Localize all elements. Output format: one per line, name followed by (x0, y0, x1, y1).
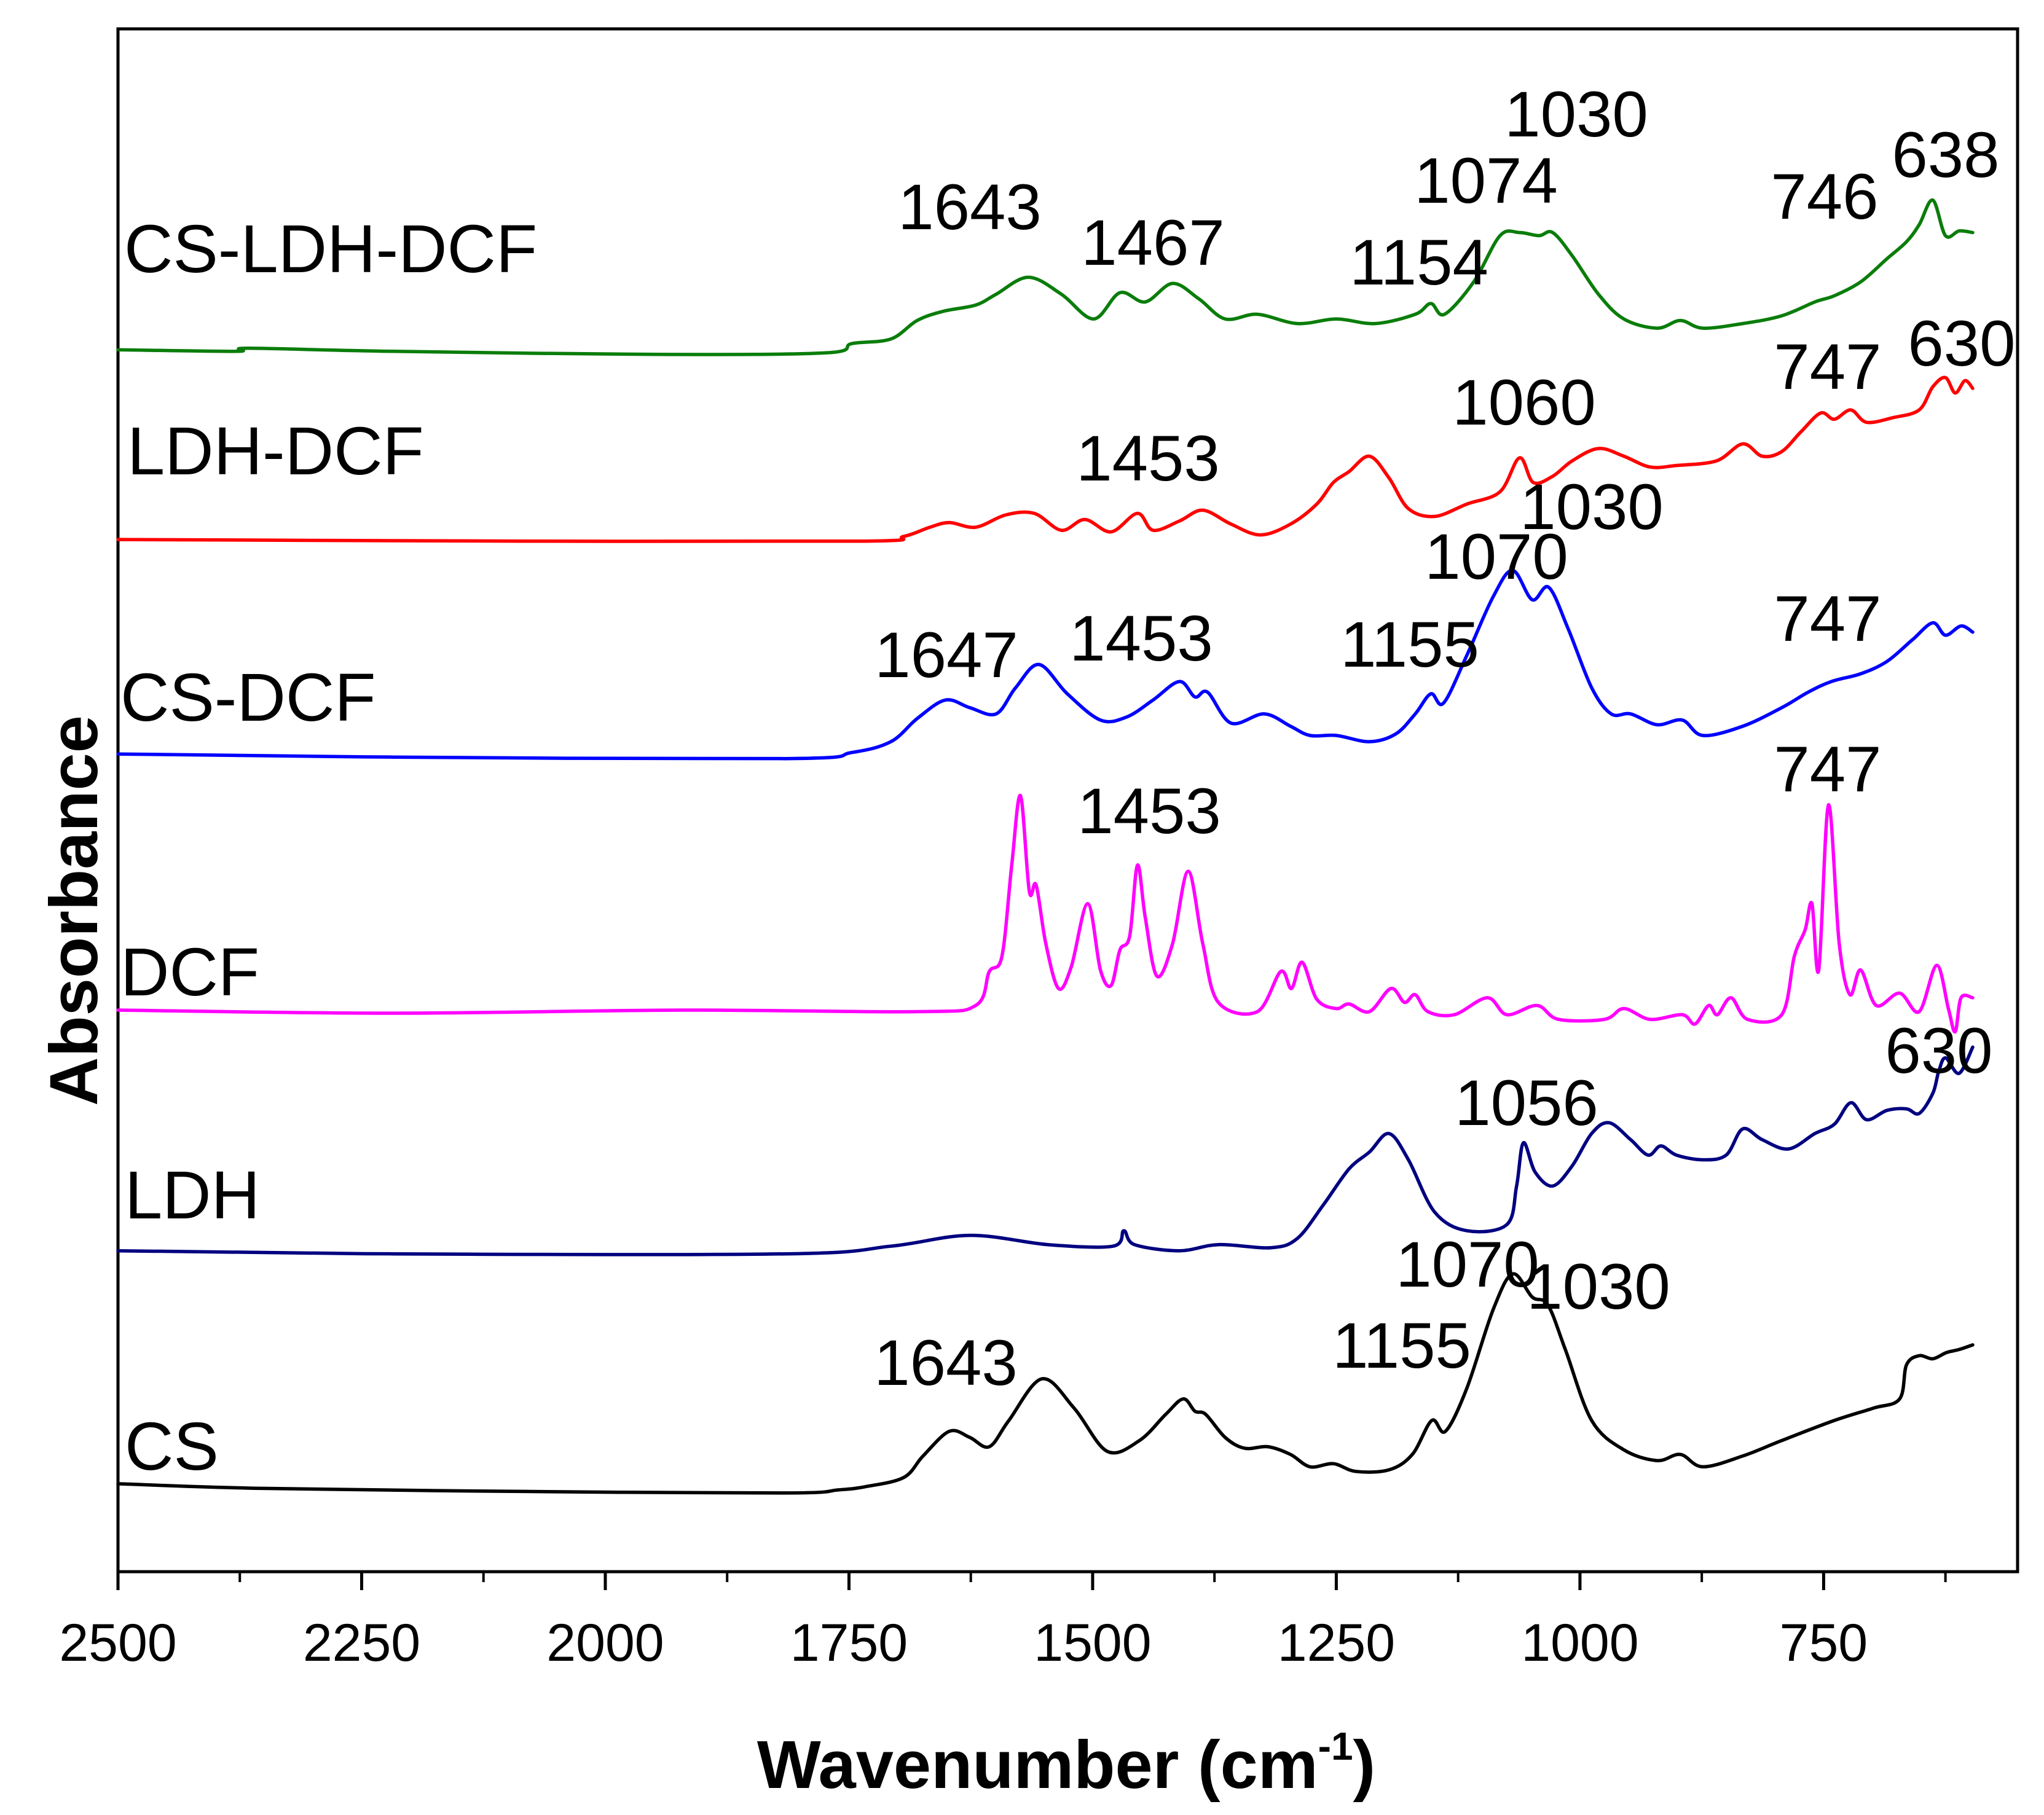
x-tick-label-2500: 2500 (59, 1613, 176, 1672)
series-label-cs: CS (125, 1409, 219, 1484)
peak-label-cs-ldh-dcf-638: 638 (1892, 119, 1999, 191)
x-tick-label-2000: 2000 (546, 1613, 664, 1672)
peak-label-ldh-dcf-1060: 1060 (1452, 367, 1596, 439)
peak-label-ldh-dcf-1453: 1453 (1076, 423, 1220, 495)
peak-label-cs-dcf-1453: 1453 (1069, 603, 1213, 675)
peak-label-cs-ldh-dcf-1030: 1030 (1504, 79, 1648, 151)
series-label-ldh-dcf: LDH-DCF (127, 414, 424, 489)
x-tick-label-1750: 1750 (790, 1613, 908, 1672)
x-axis-title-suffix: ) (1353, 1727, 1376, 1803)
x-axis-title: Wavenumber (cm-1) (757, 1724, 1375, 1803)
y-axis-title: Absorbance (36, 715, 112, 1106)
peak-annotations: 1643 1467 1154 1074 1030 746 638 630 747… (874, 79, 2015, 1399)
series-label-cs-ldh-dcf: CS-LDH-DCF (124, 211, 537, 287)
peak-label-cs-ldh-dcf-1467: 1467 (1081, 207, 1225, 279)
series-label-dcf: DCF (120, 935, 259, 1010)
series-label-cs-dcf: CS-DCF (120, 660, 376, 735)
x-tick-label-1250: 1250 (1278, 1613, 1395, 1672)
peak-label-cs-dcf-747: 747 (1774, 583, 1881, 655)
x-tick-label-750: 750 (1780, 1613, 1868, 1672)
peak-label-cs-dcf-1030: 1030 (1520, 471, 1664, 543)
series-line-cs-ldh-dcf (116, 198, 1975, 356)
peak-label-cs-1155: 1155 (1332, 1310, 1471, 1382)
peak-label-cs-1643: 1643 (874, 1327, 1018, 1399)
peak-label-cs-ldh-dcf-1154: 1154 (1350, 227, 1488, 299)
peak-label-ldh-dcf-747: 747 (1774, 331, 1881, 403)
series-line-ldh-dcf (116, 375, 1975, 544)
series-line-cs-dcf (116, 568, 1975, 761)
series-label-ldh: LDH (125, 1158, 260, 1233)
series-labels: CS-LDH-DCF LDH-DCF CS-DCF DCF LDH CS (120, 211, 537, 1484)
peak-label-cs-ldh-dcf-1643: 1643 (898, 171, 1042, 243)
x-axis-ticks: 2500 2250 2000 1750 1500 1250 1000 750 (59, 1572, 1947, 1672)
peak-label-cs-ldh-dcf-746: 746 (1771, 161, 1878, 233)
series-line-cs (116, 1272, 1975, 1495)
peak-label-ldh-630: 630 (1885, 1015, 1992, 1087)
peak-label-cs-ldh-dcf-1074: 1074 (1414, 145, 1558, 217)
x-tick-label-1500: 1500 (1034, 1613, 1151, 1672)
x-tick-label-1000: 1000 (1521, 1613, 1638, 1672)
peak-label-ldh-dcf-630: 630 (1908, 308, 2015, 380)
peak-label-cs-1030: 1030 (1527, 1251, 1670, 1323)
plot-frame (116, 27, 2019, 1574)
peak-label-cs-1070: 1070 (1396, 1229, 1539, 1301)
peak-label-cs-dcf-1647: 1647 (875, 619, 1018, 691)
peak-label-cs-dcf-1155: 1155 (1340, 609, 1479, 681)
spectra-lines (116, 198, 1975, 1495)
series-line-ldh (116, 1045, 1975, 1256)
peak-label-dcf-747: 747 (1774, 734, 1881, 806)
x-axis-title-text: Wavenumber (cm (757, 1727, 1318, 1803)
peak-label-cs-dcf-1070: 1070 (1425, 521, 1568, 593)
peak-label-dcf-1453: 1453 (1077, 775, 1221, 847)
peak-label-ldh-1056: 1056 (1455, 1067, 1598, 1139)
series-line-dcf (116, 794, 1975, 1033)
x-tick-label-2250: 2250 (303, 1613, 420, 1672)
x-axis-title-superscript: -1 (1318, 1724, 1353, 1768)
